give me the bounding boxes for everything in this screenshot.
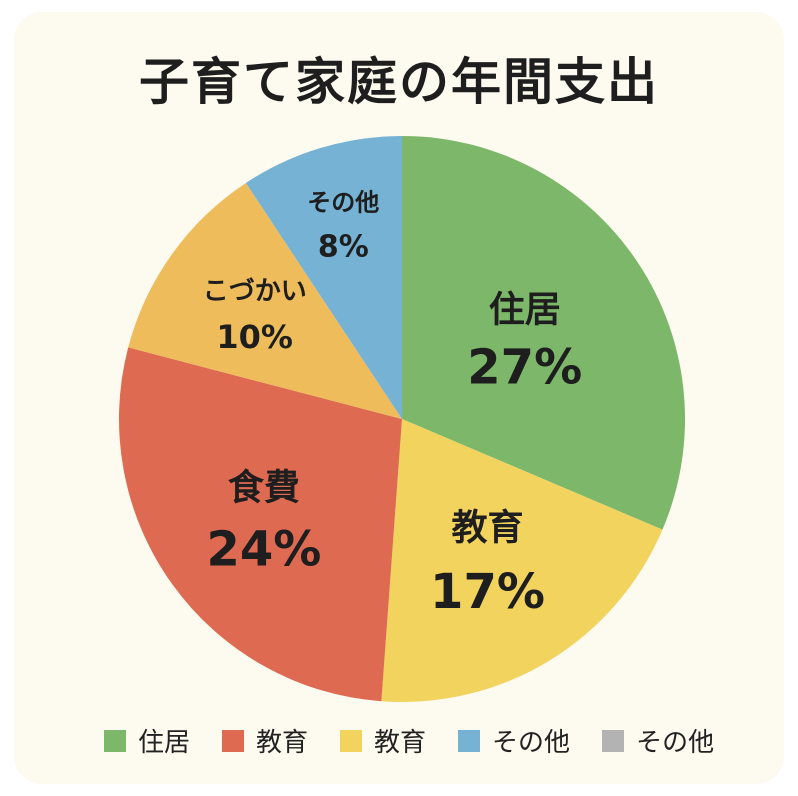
legend: 住居 教育 教育 その他 その他: [104, 722, 714, 759]
pie-slice: [381, 419, 663, 703]
pie-slice: [128, 182, 402, 419]
slice-value-label: 10%: [216, 318, 293, 356]
slice-label: こづかい: [203, 277, 307, 307]
slice-value-label: 17%: [430, 564, 545, 620]
legend-label: 教育: [256, 728, 309, 758]
legend-swatch: [222, 729, 245, 752]
slice-value-label: 24%: [206, 522, 321, 578]
legend-item: その他: [458, 722, 570, 759]
slice-value-label: 8%: [318, 229, 369, 264]
legend-label: その他: [492, 728, 571, 758]
legend-swatch: [340, 729, 363, 752]
slice-label: 教育: [451, 508, 523, 549]
legend-swatch: [458, 729, 481, 752]
chart-title: 子育て家庭の年間支出: [139, 53, 659, 111]
legend-item: 教育: [340, 722, 426, 759]
legend-item: その他: [602, 722, 714, 759]
legend-item: 教育: [222, 722, 308, 759]
legend-swatch: [602, 729, 625, 752]
pie-slice: [245, 136, 402, 419]
slice-label: 食費: [228, 467, 300, 508]
legend-label: その他: [636, 728, 715, 758]
legend-label: 教育: [374, 728, 427, 758]
pie-slice: [119, 347, 403, 702]
slice-label: 住居: [489, 289, 561, 330]
slice-value-label: 27%: [467, 340, 582, 396]
legend-swatch: [104, 729, 126, 752]
legend-label: 住居: [138, 728, 191, 758]
legend-item: 住居: [104, 722, 190, 759]
pie-slice: [402, 136, 685, 530]
slice-label: その他: [307, 188, 379, 216]
